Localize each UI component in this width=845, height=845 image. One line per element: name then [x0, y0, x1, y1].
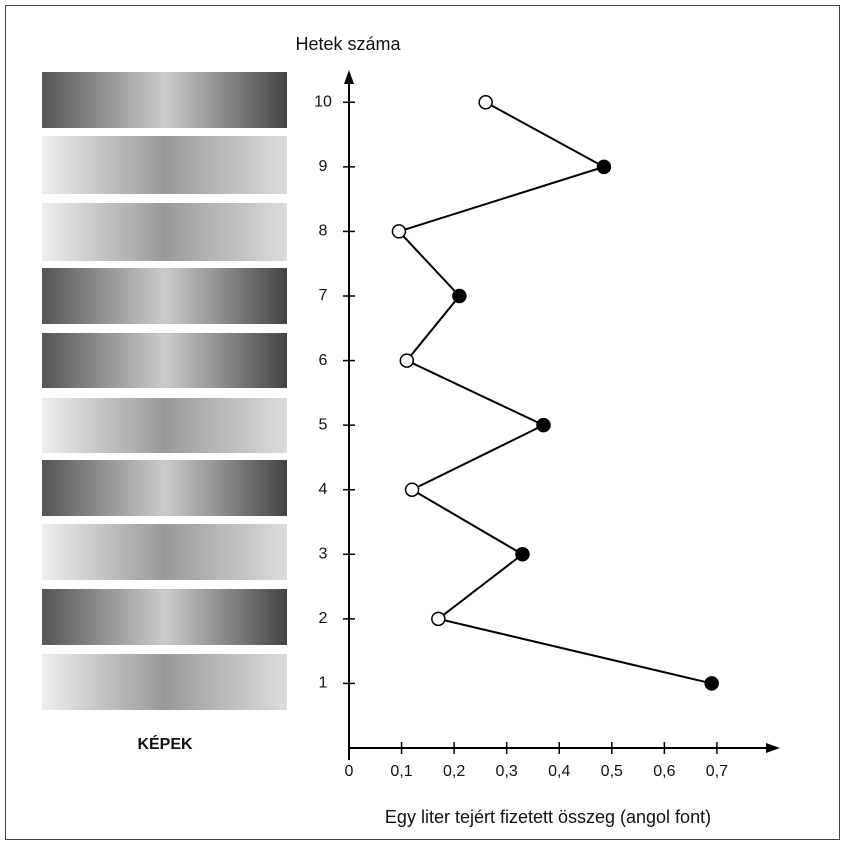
picture-strip [42, 268, 287, 324]
point [432, 612, 445, 625]
page: KÉPEK Hetek száma Egy liter tejért fizet… [0, 0, 845, 845]
picture-strip [42, 460, 287, 516]
y-tick-label: 1 [319, 675, 328, 692]
side-label: KÉPEK [137, 734, 193, 753]
y-tick-label: 5 [319, 416, 328, 433]
x-axis-title: Egy liter tejért fizetett összeg (angol … [385, 807, 711, 827]
picture-strip [42, 589, 287, 645]
point [705, 677, 718, 690]
picture-strip [42, 398, 287, 453]
y-tick-label: 7 [319, 287, 328, 304]
x-tick-label: 0,1 [390, 763, 412, 780]
y-tick-label: 10 [314, 94, 332, 111]
y-tick-label: 6 [319, 352, 328, 369]
x-tick-label: 0 [345, 763, 354, 780]
point [406, 483, 419, 496]
point [392, 225, 405, 238]
picture-strip [42, 654, 287, 710]
x-axis-arrow [766, 743, 780, 753]
y-tick-label: 3 [319, 546, 328, 563]
picture-strip [42, 524, 287, 580]
y-tick-label: 4 [319, 481, 328, 498]
point [479, 96, 492, 109]
chart: KÉPEK Hetek száma Egy liter tejért fizet… [0, 0, 845, 845]
point [597, 160, 610, 173]
picture-strip [42, 333, 287, 388]
y-tick-label: 9 [319, 158, 328, 175]
x-tick-label: 0,5 [601, 763, 623, 780]
picture-strips [42, 72, 287, 710]
y-axis-title: Hetek száma [295, 34, 401, 54]
picture-strip [42, 136, 287, 194]
x-tick-label: 0,4 [548, 763, 570, 780]
point [400, 354, 413, 367]
x-tick-label: 0,7 [706, 763, 728, 780]
point [537, 419, 550, 432]
x-tick-label: 0,2 [443, 763, 465, 780]
x-tick-label: 0,3 [496, 763, 518, 780]
point [516, 548, 529, 561]
y-axis-arrow [344, 70, 354, 84]
point [453, 290, 466, 303]
y-tick-label: 8 [319, 223, 328, 240]
y-tick-label: 2 [319, 610, 328, 627]
series-line [399, 102, 712, 683]
x-tick-label: 0,6 [653, 763, 675, 780]
picture-strip [42, 72, 287, 128]
picture-strip [42, 203, 287, 261]
